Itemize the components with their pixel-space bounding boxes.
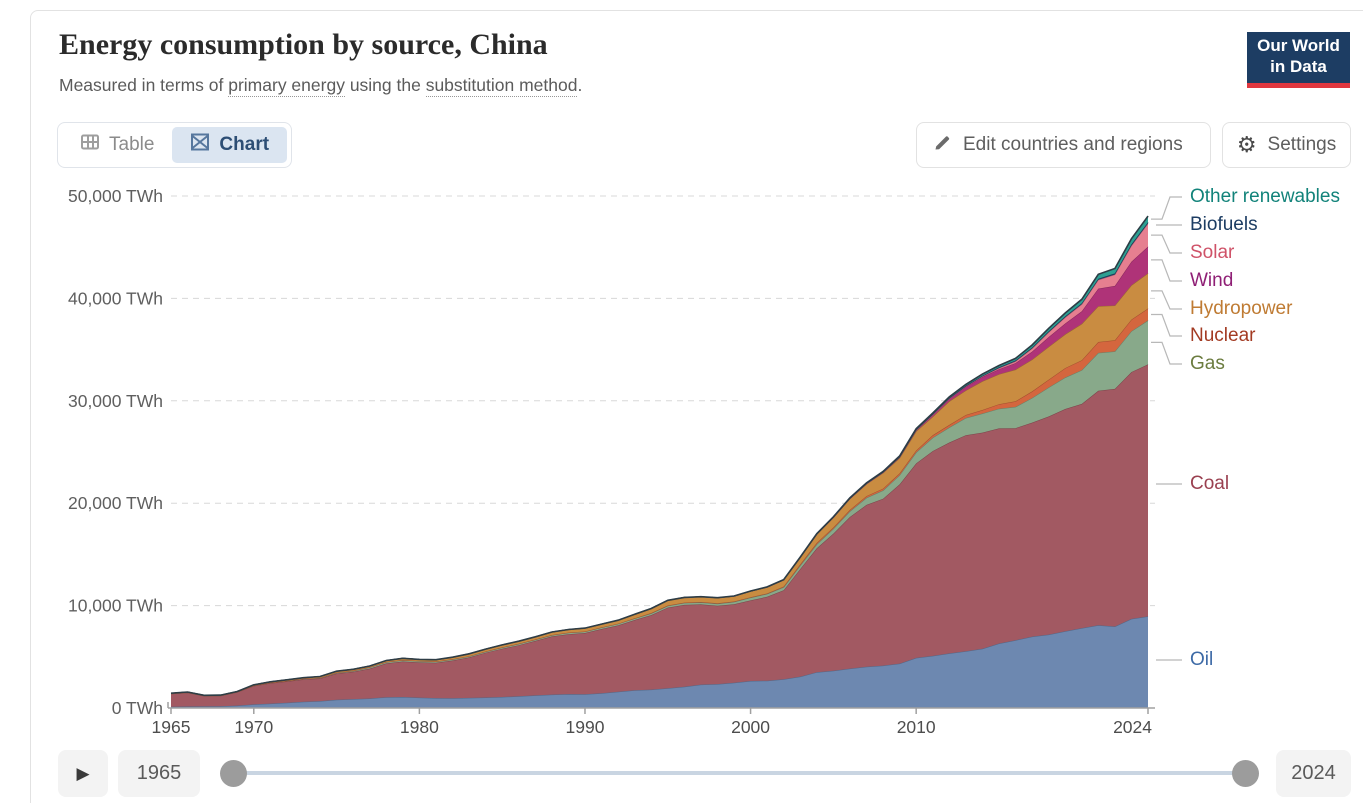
timeline-handle-start[interactable] <box>220 760 247 787</box>
settings-label: Settings <box>1267 134 1337 155</box>
gear-icon: ⚙ <box>1236 132 1257 157</box>
pencil-icon <box>933 133 952 158</box>
edit-countries-button[interactable]: Edit countries and regions <box>916 122 1211 168</box>
timeline-end-year[interactable]: 2024 <box>1276 750 1351 797</box>
legend-label-other_renewables[interactable]: Other renewables <box>1190 186 1340 207</box>
legend-label-wind[interactable]: Wind <box>1190 270 1234 291</box>
legend-label-biofuels[interactable]: Biofuels <box>1190 214 1258 235</box>
chart-icon <box>190 132 210 158</box>
legend-label-oil[interactable]: Oil <box>1190 649 1214 670</box>
chart-subtitle: Measured in terms of primary energy usin… <box>59 75 583 97</box>
settings-button[interactable]: ⚙ Settings <box>1222 122 1351 168</box>
play-button[interactable]: ▶ <box>58 750 108 797</box>
timeline-slider-track[interactable] <box>233 771 1245 775</box>
owid-logo[interactable]: Our World in Data <box>1247 32 1350 88</box>
legend-label-hydropower[interactable]: Hydropower <box>1190 298 1293 319</box>
tab-table[interactable]: Table <box>62 127 172 163</box>
tab-chart[interactable]: Chart <box>172 127 288 163</box>
play-icon: ▶ <box>76 763 90 783</box>
page-title: Energy consumption by source, China <box>59 28 548 61</box>
legend-label-nuclear[interactable]: Nuclear <box>1190 325 1256 346</box>
tab-table-label: Table <box>109 134 155 155</box>
subtitle-text: using the <box>344 75 426 95</box>
tab-chart-label: Chart <box>219 134 270 155</box>
subtitle-text: Measured in terms of <box>59 75 229 95</box>
legend-label-coal[interactable]: Coal <box>1190 473 1230 494</box>
substitution-method-link[interactable]: substitution method <box>425 75 578 97</box>
legend-label-solar[interactable]: Solar <box>1190 242 1235 263</box>
owid-logo-line2: in Data <box>1270 57 1327 76</box>
table-icon <box>80 132 100 158</box>
primary-energy-link[interactable]: primary energy <box>228 75 345 97</box>
edit-countries-label: Edit countries and regions <box>963 134 1183 155</box>
legend-label-gas[interactable]: Gas <box>1190 353 1225 374</box>
subtitle-text: . <box>577 75 583 95</box>
table-chart-toggle: Table Chart <box>57 122 293 168</box>
owid-logo-line1: Our World <box>1257 36 1340 55</box>
timeline-start-year[interactable]: 1965 <box>118 750 200 797</box>
timeline-handle-end[interactable] <box>1232 760 1259 787</box>
